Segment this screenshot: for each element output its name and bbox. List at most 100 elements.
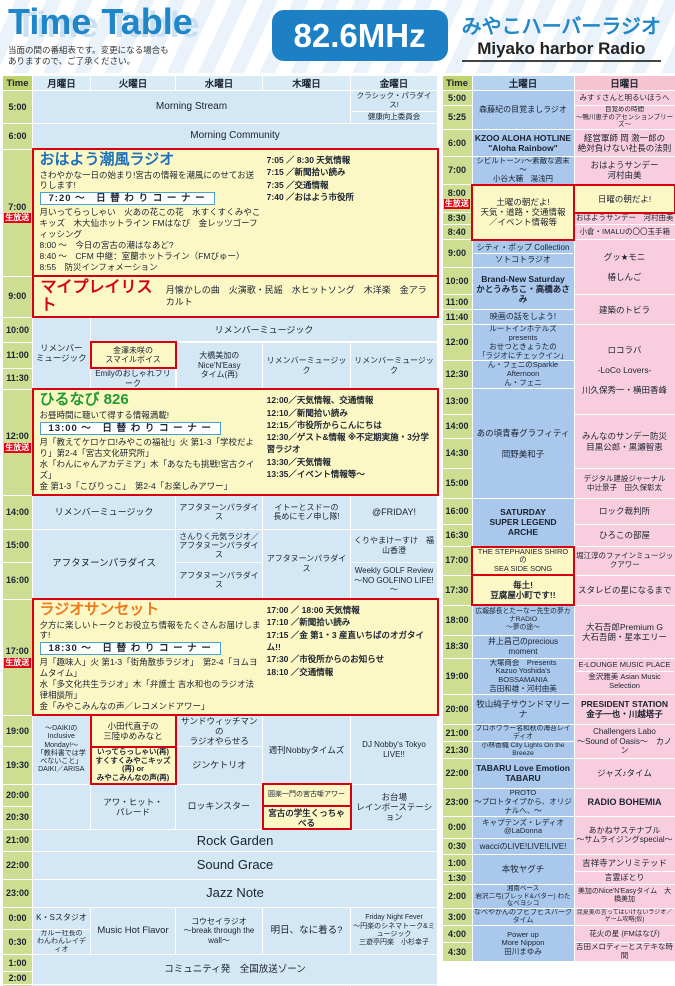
time-label: 11:30 <box>2 367 33 390</box>
time-text: 20:00 <box>5 789 30 800</box>
program-name: 言霊ぼとり <box>604 873 645 883</box>
program-cell: K・Sスタジオ <box>32 906 91 930</box>
program-name: 建築のトビラ <box>598 304 650 315</box>
program-time-line: 17:00 ／ 18:00 天気情報 <box>266 605 360 616</box>
program-name: プロボウラー名和秋の海苔レイディオ <box>475 724 571 740</box>
program-name: おはようサンデー 河村由美 <box>590 160 659 181</box>
time-text: 2:00 <box>447 891 466 902</box>
program-detail-line: 水「わんにゃんアカデミア」木「あなたも挑戦!宮古クイズ」 <box>39 459 255 481</box>
time-text: 6:00 <box>8 130 27 141</box>
program-cell: 広報部長とたーなー先生の夢カナRADIO ～夢の途～ <box>471 604 575 636</box>
daily-corner-label: 7:20 ～ 日 替 わ り コ ー ナ ー <box>39 191 215 205</box>
program-cell: ロック裁判所 <box>573 498 675 525</box>
program-time-line: 12:00／天気情報、交通情報 <box>266 395 374 406</box>
time-text: 17:30 <box>445 584 469 595</box>
live-broadcast-badge: 生放送 <box>4 213 31 224</box>
program-cell: RADIO BOHEMIA <box>573 787 675 817</box>
time-text: 22:00 <box>5 859 30 870</box>
program-name: 湘南ベース 岩沢二弓(ブレッド&バター) わたなべヨシコ <box>475 884 571 908</box>
program-cell: 井上昌己のprecious moment <box>471 634 575 659</box>
program-time-line: 17:15 ／金 第1・3 産直いちばのオガタイム!! <box>266 629 424 653</box>
time-text: 18:30 <box>445 641 469 652</box>
time-label: 16:00 <box>441 498 473 525</box>
time-label: 11:40 <box>441 309 473 326</box>
time-label: 5:25 <box>441 105 473 131</box>
time-label: 8:30 <box>441 212 473 226</box>
time-text: 16:00 <box>5 575 30 586</box>
time-label: 13:00 <box>441 388 473 415</box>
program-cell: リメンバー ミュージック <box>32 316 91 390</box>
program-name: Jazz Note <box>206 885 264 901</box>
time-text: 8:00 <box>447 187 466 198</box>
time-label: 3:00 <box>441 907 473 927</box>
program-cell: 昆夏美の言ってはいけないラジオ／ゲーム攻略(仮) <box>573 907 675 927</box>
program-name: おはようサンデー 河村由美 <box>576 213 674 223</box>
program-cell: Music Hot Flavor <box>90 906 176 956</box>
program-detail-line: 8:55 防災インフォメーション <box>39 262 158 273</box>
program-detail-line: 金「みやこみんなの声／レコメンドアワー」 <box>39 701 210 712</box>
program-name: デジタル建設ジャーナル 中辻景子 田久保彰太 <box>583 473 666 492</box>
program-detail-line: 月「趣味人」火 第1-3「街角散歩ラジオ」 第2-4「ヨムヨムタイム」 <box>39 656 258 678</box>
program-name: お台場 レインボーステーション <box>356 791 433 822</box>
program-title: マイプレイリスト <box>40 279 153 314</box>
time-label: 10:00 <box>2 316 33 343</box>
program-name: 圓楽一門の宮古噺アワー <box>268 790 345 798</box>
column-header: Time <box>441 75 473 92</box>
program-cell: THE STEPHANIES SHIRO の SEA SIDE SONG <box>471 545 575 577</box>
time-text: 9:00 <box>8 291 27 302</box>
time-text: 0:30 <box>8 936 27 947</box>
program-name: PROTO ～プロトタイプから、オリジナルへ、～ <box>474 788 572 815</box>
program-time-line: 17:10 ／新聞拾い読み <box>266 617 351 628</box>
program-name: みんなのサンデー防災 目黒公郎・黒瀬智恵 <box>581 431 667 452</box>
program-name: wacciのLIVE!LIVE!LIVE! <box>479 841 567 851</box>
program-title: おはよう潮風ラジオ <box>39 151 175 169</box>
program-cell: ロコラバ -LoCo Lovers- 川久保秀一・横田香峰 <box>573 324 675 415</box>
program-name: ジャズ♪タイム <box>597 768 652 779</box>
program-name: Emilyのおしゃれフリーク <box>95 369 171 388</box>
time-label: 0:30 <box>441 837 473 855</box>
time-label: 9:00 <box>2 275 33 318</box>
program-cell: KZOO ALOHA HOTLINE "Aloha Rainbow" <box>471 129 575 158</box>
time-text: 23:00 <box>445 797 469 808</box>
program-name: ロック裁判所 <box>598 506 650 517</box>
program-name: Morning Stream <box>155 100 228 112</box>
program-name: 堀江淳のファインミュージックアワー <box>576 550 674 569</box>
schedule-note: 当面の間の番組表です。変更になる場合も ありますので、ご了承ください。 <box>8 45 258 67</box>
time-text: 21:00 <box>445 727 469 738</box>
program-cell: 週刊Nobbyタイムズ <box>262 714 351 785</box>
program-title: ひるなび 826 <box>39 391 129 409</box>
live-broadcast-badge: 生放送 <box>4 657 31 668</box>
program-cell: TABARU Love Emotion TABARU <box>471 757 575 789</box>
time-label: 19:00 <box>2 714 33 748</box>
time-text: 0:30 <box>447 841 466 852</box>
program-name: なべやかんのブヒブヒスパークタイム <box>474 908 572 925</box>
program-time-line: 7:15 ／新聞拾い読み <box>266 167 346 178</box>
time-text: 13:00 <box>445 396 469 407</box>
program-cell: ガルー社長の わんわんレイディオ <box>32 928 91 956</box>
program-name: Friday Night Fever 〜円楽のシネマトーク&ミュージック 三遊亭… <box>353 914 435 947</box>
program-cell: リメンバーミュージック <box>90 316 438 343</box>
program-cell: おはようサンデー 河村由美 <box>573 156 675 186</box>
program-cell: あの頃青春グラフィティ 岡野美和子 <box>471 388 575 499</box>
program-cell: おはよう潮風ラジオ さわやかな一日の始まり!宮古の情報を潮風にのせてお送りします!… <box>31 148 439 278</box>
time-label: 19:30 <box>2 746 33 785</box>
program-time-list: 12:00／天気情報、交通情報 12:10／新聞拾い読み 12:15／市役所からこん… <box>267 392 431 480</box>
time-label: 23:00 <box>441 787 473 817</box>
program-cell: 日曜の朝だよ! <box>573 183 675 214</box>
program-cell: くりやまけーすけ 福山香澄 <box>350 528 438 563</box>
time-label: 2:00 <box>441 883 473 909</box>
program-cell: SATURDAY SUPER LEGEND ARCHE <box>471 498 575 547</box>
program-name: Music Hot Flavor <box>97 925 169 937</box>
program-cell: ひろこの部屋 <box>573 524 675 547</box>
time-text: 19:30 <box>5 760 30 771</box>
stacked-programs: クラシック・パラダイス! 健康向上委員会 <box>352 92 436 123</box>
daily-corner-label: 18:30 ～ 日 替 わ り コ ー ナ ー <box>39 641 221 655</box>
program-name: 映画の話をしよう! <box>489 312 557 322</box>
time-text: 12:00 <box>5 431 29 442</box>
time-label: 23:00 <box>2 878 33 908</box>
program-cell: 金澤未咲の スマイルボイス <box>89 341 177 370</box>
time-text: 2:00 <box>8 972 27 983</box>
program-name: 昆夏美の言ってはいけないラジオ／ゲーム攻略(仮) <box>576 910 673 924</box>
time-label: 15:00 <box>2 528 33 563</box>
